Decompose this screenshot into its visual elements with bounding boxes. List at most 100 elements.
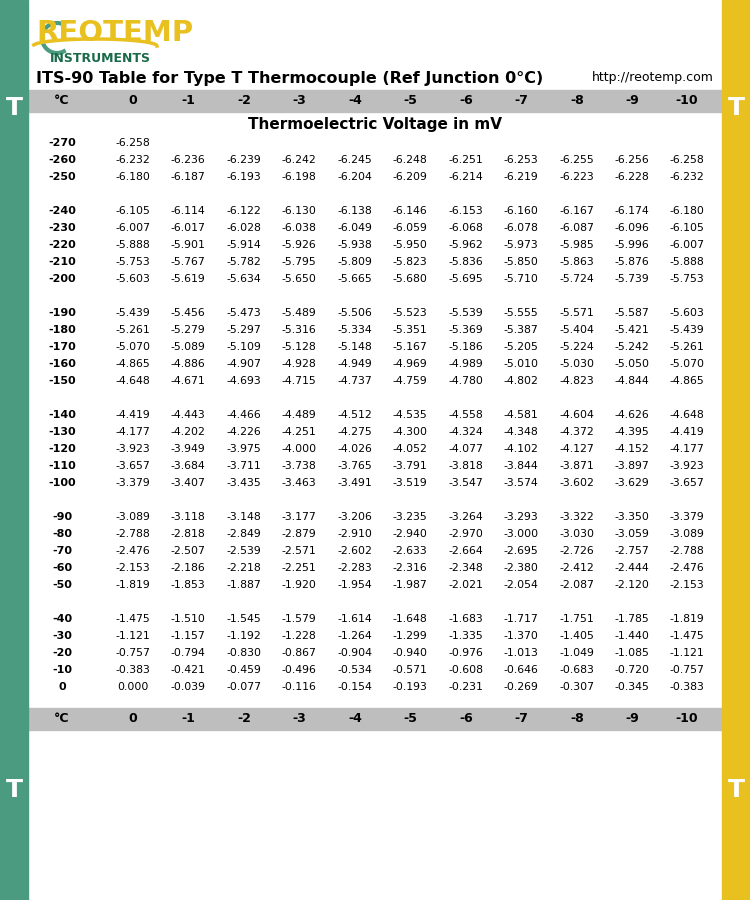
Text: -2.788: -2.788 — [116, 529, 150, 539]
Text: -110: -110 — [48, 461, 76, 471]
Text: -4.026: -4.026 — [338, 444, 373, 454]
Text: -5.439: -5.439 — [116, 308, 150, 318]
Text: -4.251: -4.251 — [282, 427, 316, 437]
Text: -0.307: -0.307 — [560, 682, 595, 692]
Text: -4.177: -4.177 — [670, 444, 704, 454]
Text: -30: -30 — [52, 631, 72, 641]
Text: -0.940: -0.940 — [392, 648, 427, 658]
Text: -0.459: -0.459 — [226, 665, 262, 675]
Text: -230: -230 — [48, 223, 76, 233]
Text: -5.128: -5.128 — [282, 342, 316, 352]
Text: -4.395: -4.395 — [615, 427, 650, 437]
Text: -0.534: -0.534 — [338, 665, 373, 675]
Text: 0: 0 — [58, 682, 66, 692]
Text: http://reotemp.com: http://reotemp.com — [592, 71, 714, 85]
Text: T: T — [728, 778, 745, 802]
Text: -3.871: -3.871 — [560, 461, 594, 471]
Text: -1.987: -1.987 — [393, 580, 427, 590]
Text: -2.726: -2.726 — [560, 546, 594, 556]
Text: -4.077: -4.077 — [448, 444, 484, 454]
Text: -190: -190 — [48, 308, 76, 318]
Text: -6.068: -6.068 — [448, 223, 484, 233]
Text: -5.010: -5.010 — [503, 359, 538, 369]
Text: -3.711: -3.711 — [226, 461, 261, 471]
Text: -4.052: -4.052 — [392, 444, 427, 454]
Text: -4.419: -4.419 — [116, 410, 150, 420]
Text: -3.897: -3.897 — [615, 461, 650, 471]
Text: -6.193: -6.193 — [226, 172, 261, 182]
Text: -5: -5 — [403, 94, 417, 107]
Text: -220: -220 — [48, 240, 76, 250]
Text: -2.664: -2.664 — [448, 546, 483, 556]
Text: -5.334: -5.334 — [338, 325, 372, 335]
Text: -6.232: -6.232 — [670, 172, 704, 182]
Text: -6.256: -6.256 — [615, 155, 650, 165]
Text: -4.802: -4.802 — [503, 376, 538, 386]
Text: -4.000: -4.000 — [281, 444, 316, 454]
Text: -0.116: -0.116 — [281, 682, 316, 692]
Text: -100: -100 — [48, 478, 76, 488]
Text: -5.387: -5.387 — [504, 325, 538, 335]
Text: -1.370: -1.370 — [503, 631, 538, 641]
Text: -6.209: -6.209 — [392, 172, 427, 182]
Text: -1.013: -1.013 — [503, 648, 538, 658]
Text: -6.180: -6.180 — [670, 206, 704, 216]
Text: °C: °C — [54, 713, 70, 725]
Text: -3.975: -3.975 — [226, 444, 261, 454]
Text: -2.348: -2.348 — [448, 563, 483, 573]
Text: -1.614: -1.614 — [338, 614, 372, 624]
Text: -5.603: -5.603 — [116, 274, 151, 284]
Text: -1: -1 — [181, 713, 195, 725]
Bar — [28, 708, 722, 730]
Text: -4.512: -4.512 — [338, 410, 372, 420]
Text: -5.926: -5.926 — [282, 240, 316, 250]
Text: -3.089: -3.089 — [116, 512, 151, 522]
Text: -4.202: -4.202 — [170, 427, 206, 437]
Text: -180: -180 — [48, 325, 76, 335]
Text: -2.186: -2.186 — [170, 563, 206, 573]
Text: -2.476: -2.476 — [116, 546, 150, 556]
Text: -1.853: -1.853 — [170, 580, 206, 590]
Text: -0.421: -0.421 — [170, 665, 206, 675]
Text: -4.535: -4.535 — [393, 410, 427, 420]
Text: -2.476: -2.476 — [670, 563, 704, 573]
Text: -0.077: -0.077 — [226, 682, 262, 692]
Text: -5.555: -5.555 — [504, 308, 538, 318]
Text: -4.648: -4.648 — [116, 376, 150, 386]
Text: -5.985: -5.985 — [560, 240, 594, 250]
Text: -4.324: -4.324 — [448, 427, 483, 437]
Text: -3.235: -3.235 — [393, 512, 427, 522]
Text: -10: -10 — [52, 665, 72, 675]
Text: -6.059: -6.059 — [392, 223, 427, 233]
Text: -4.737: -4.737 — [338, 376, 372, 386]
Text: -5.767: -5.767 — [170, 257, 206, 267]
Text: -5.795: -5.795 — [282, 257, 316, 267]
Text: -1.049: -1.049 — [560, 648, 595, 658]
Text: -5.109: -5.109 — [226, 342, 262, 352]
Text: -1.648: -1.648 — [393, 614, 427, 624]
Text: -0.720: -0.720 — [614, 665, 650, 675]
Text: -5.665: -5.665 — [338, 274, 372, 284]
Text: -4: -4 — [348, 94, 362, 107]
Text: -8: -8 — [570, 713, 584, 725]
Text: -2.910: -2.910 — [338, 529, 373, 539]
Text: -4.443: -4.443 — [170, 410, 206, 420]
Text: -6.122: -6.122 — [226, 206, 261, 216]
Text: -6.248: -6.248 — [393, 155, 427, 165]
Text: -1.887: -1.887 — [226, 580, 261, 590]
Text: -210: -210 — [48, 257, 76, 267]
Text: -4.348: -4.348 — [504, 427, 538, 437]
Text: -2.602: -2.602 — [338, 546, 373, 556]
Text: -4.693: -4.693 — [226, 376, 261, 386]
Text: -6.204: -6.204 — [338, 172, 373, 182]
Text: -6.167: -6.167 — [560, 206, 594, 216]
Text: -4.648: -4.648 — [670, 410, 704, 420]
Text: -5.261: -5.261 — [670, 342, 704, 352]
Text: -5.316: -5.316 — [282, 325, 316, 335]
Text: -2: -2 — [237, 713, 251, 725]
Text: -9: -9 — [626, 94, 639, 107]
Text: -3.519: -3.519 — [393, 478, 427, 488]
Text: -4.759: -4.759 — [393, 376, 427, 386]
Text: -4.844: -4.844 — [615, 376, 650, 386]
Text: -5.634: -5.634 — [226, 274, 261, 284]
